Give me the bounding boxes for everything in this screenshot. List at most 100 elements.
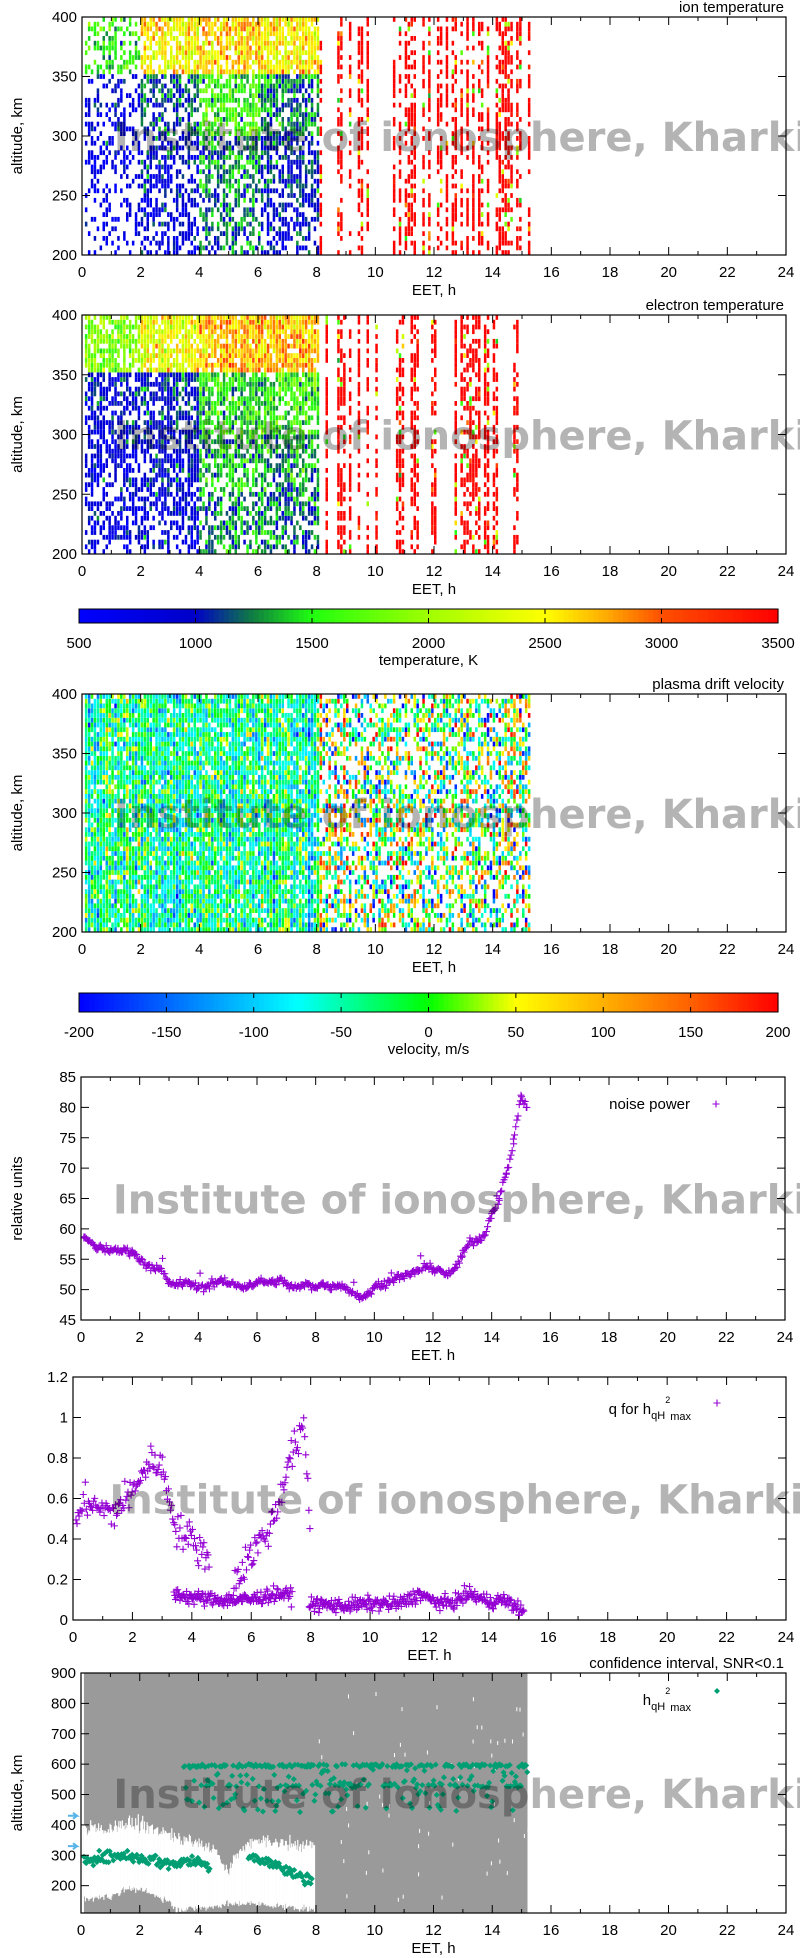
- heatmap-cell: [516, 102, 519, 108]
- heatmap-cell: [337, 221, 340, 227]
- heatmap-cell: [216, 236, 220, 241]
- heatmap-cell: [260, 221, 264, 227]
- heatmap-cell: [90, 410, 94, 416]
- heatmap-cell: [472, 93, 475, 98]
- heatmap-cell: [211, 405, 214, 411]
- heatmap-cell: [466, 31, 469, 37]
- heatmap-cell: [237, 136, 240, 141]
- heatmap-cell: [155, 145, 158, 151]
- heatmap-cell: [304, 216, 308, 222]
- heatmap-cell: [398, 174, 402, 179]
- heatmap-cell: [222, 164, 226, 170]
- heatmap-cell: [243, 145, 246, 151]
- heatmap-cell: [428, 97, 431, 103]
- heatmap-cell: [155, 117, 158, 122]
- heatmap-cell: [252, 74, 255, 79]
- heatmap-cell: [149, 525, 152, 531]
- heatmap-cell: [313, 36, 317, 41]
- heatmap-cell: [90, 530, 94, 535]
- heatmap-cell: [249, 231, 252, 236]
- heatmap-cell: [208, 102, 211, 108]
- heatmap-cell: [146, 348, 149, 354]
- heatmap-cell: [187, 74, 191, 79]
- heatmap-cell: [190, 386, 193, 392]
- heatmap-cell: [161, 472, 164, 478]
- heatmap-cell: [137, 315, 141, 320]
- heatmap-cell: [240, 193, 243, 198]
- heatmap-cell: [143, 45, 147, 51]
- heatmap-cell: [137, 150, 141, 156]
- heatmap-cell: [302, 159, 305, 165]
- heatmap-cell: [90, 169, 94, 175]
- heatmap-cell: [407, 231, 411, 236]
- heatmap-cell: [102, 236, 105, 241]
- heatmap-cell: [278, 250, 281, 255]
- heatmap-cell: [478, 202, 481, 208]
- heatmap-cell: [120, 121, 123, 127]
- heatmap-cell: [498, 188, 501, 194]
- heatmap-cell: [123, 78, 126, 84]
- heatmap-cell: [504, 59, 507, 65]
- heatmap-cell: [137, 83, 141, 89]
- heatmap-cell: [234, 21, 237, 27]
- heatmap-cell: [269, 245, 273, 251]
- heatmap-cell: [99, 401, 103, 406]
- heatmap-cell: [208, 159, 211, 165]
- heatmap-cell: [84, 207, 88, 213]
- heatmap-cell: [84, 159, 88, 165]
- heatmap-cell: [146, 212, 149, 217]
- heatmap-cell: [178, 183, 182, 189]
- heatmap-cell: [472, 97, 475, 103]
- heatmap-cell: [340, 150, 343, 156]
- heatmap-cell: [205, 112, 208, 117]
- heatmap-cell: [504, 207, 507, 213]
- heatmap-cell: [436, 40, 440, 46]
- heatmap-cell: [143, 501, 147, 507]
- heatmap-cell: [392, 83, 396, 89]
- heatmap-cell: [190, 226, 193, 232]
- heatmap-cell: [366, 50, 369, 56]
- heatmap-cell: [140, 381, 144, 387]
- heatmap-cell: [164, 126, 167, 132]
- heatmap-cell: [90, 126, 94, 132]
- heatmap-cell: [422, 188, 425, 194]
- heatmap-cell: [208, 240, 211, 246]
- heatmap-cell: [187, 131, 191, 136]
- heatmap-cell: [436, 59, 440, 65]
- heatmap-cell: [219, 348, 223, 354]
- heatmap-cell: [152, 174, 155, 179]
- heatmap-cell: [228, 164, 232, 170]
- heatmap-cell: [246, 236, 249, 241]
- heatmap-cell: [181, 64, 185, 70]
- heatmap-cell: [278, 83, 281, 89]
- heatmap-cell: [281, 221, 284, 227]
- heatmap-cell: [152, 236, 155, 241]
- heatmap-cell: [284, 183, 287, 189]
- heatmap-cell: [175, 88, 179, 94]
- heatmap-cell: [108, 377, 111, 382]
- heatmap-cell: [216, 338, 220, 344]
- heatmap-cell: [252, 59, 255, 65]
- heatmap-cell: [472, 17, 475, 22]
- heatmap-cell: [149, 155, 152, 160]
- heatmap-cell: [199, 64, 202, 70]
- heatmap-cell: [527, 107, 531, 113]
- heatmap-cell: [140, 520, 144, 526]
- heatmap-cell: [225, 121, 229, 127]
- heatmap-cell: [398, 226, 402, 232]
- heatmap-cell: [225, 482, 229, 488]
- heatmap-cell: [240, 88, 243, 94]
- heatmap-cell: [243, 174, 246, 179]
- heatmap-cell: [287, 64, 290, 70]
- heatmap-cell: [451, 183, 455, 189]
- heatmap-cell: [313, 74, 317, 79]
- heatmap-cell: [234, 107, 237, 113]
- heatmap-cell: [214, 525, 217, 531]
- heatmap-cell: [155, 496, 158, 502]
- heatmap-cell: [187, 343, 191, 349]
- heatmap-cell: [161, 31, 164, 37]
- heatmap-cell: [269, 140, 273, 146]
- heatmap-cell: [161, 329, 164, 335]
- heatmap-cell: [143, 193, 147, 198]
- heatmap-cell: [498, 245, 501, 251]
